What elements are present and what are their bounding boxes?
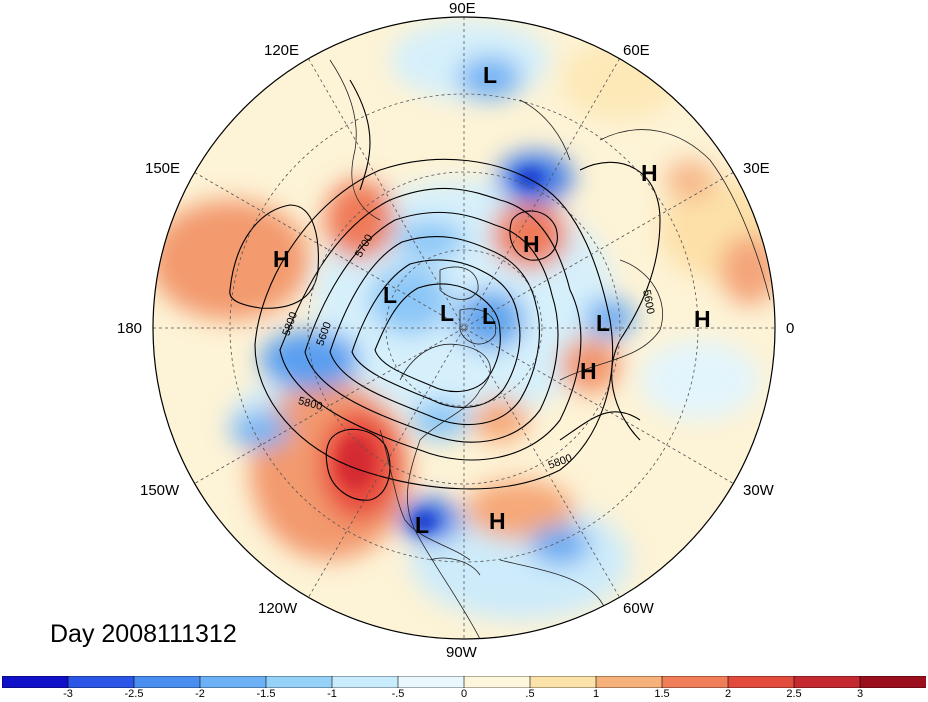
colorbar-swatch <box>529 676 597 688</box>
high-marker: H <box>273 246 290 272</box>
colorbar-swatch <box>397 676 465 688</box>
lon-label-90w: 90W <box>446 644 477 661</box>
colorbar-tick-label: 3 <box>856 688 864 700</box>
date-label: Day 2008111312 <box>50 620 237 648</box>
colorbar-swatch <box>133 676 201 688</box>
colorbar-tick-label: 1 <box>592 688 600 700</box>
colorbar-tick-label: -.5 <box>391 688 405 700</box>
colorbar-tick-label: -1.5 <box>256 688 276 700</box>
low-marker: L <box>483 62 498 88</box>
colorbar-tick-label: 0 <box>460 688 468 700</box>
low-marker: L <box>596 310 611 336</box>
polar-map <box>152 16 776 640</box>
colorbar-tick-label: 1.5 <box>654 688 670 700</box>
colorbar-tick-label: .5 <box>525 688 535 700</box>
graticule <box>153 17 775 639</box>
lon-label-150w: 150W <box>140 482 180 499</box>
colorbar-tick-label: 2 <box>724 688 732 700</box>
colorbar-tick-label: -2.5 <box>124 688 144 700</box>
lon-label-60w: 60W <box>623 600 654 617</box>
colorbar-swatch <box>661 676 729 688</box>
colorbar-swatch <box>727 676 795 688</box>
lon-label-180: 180 <box>117 320 143 337</box>
colorbar-swatch <box>595 676 663 688</box>
high-marker: H <box>641 160 658 186</box>
colorbar-tick-label: -3 <box>63 688 73 700</box>
lon-label-60e: 60E <box>623 42 650 59</box>
colorbar-swatch <box>793 676 861 688</box>
low-marker: L <box>415 512 430 538</box>
lon-label-120w: 120W <box>258 600 298 617</box>
low-marker: L <box>482 303 497 329</box>
high-marker: H <box>523 231 540 257</box>
high-marker: H <box>489 508 506 534</box>
colorbar-tick-label: -2 <box>195 688 205 700</box>
colorbar-tick-label: 2.5 <box>786 688 802 700</box>
lon-label-90e: 90E <box>449 0 476 17</box>
lon-label-30w: 30W <box>743 482 774 499</box>
colorbar-tick-label: -1 <box>327 688 337 700</box>
colorbar-swatch <box>2 676 69 688</box>
colorbar-swatch <box>859 676 926 688</box>
lon-label-120e: 120E <box>264 42 300 59</box>
colorbar-swatch <box>463 676 531 688</box>
high-marker: H <box>580 358 597 384</box>
lon-label-0: 0 <box>786 320 795 337</box>
colorbar-swatch <box>331 676 399 688</box>
height-contours <box>229 79 661 501</box>
colorbar <box>2 676 926 688</box>
low-marker: L <box>383 282 398 308</box>
colorbar-swatch <box>67 676 135 688</box>
colorbar-swatch <box>199 676 267 688</box>
low-marker: L <box>440 300 455 326</box>
colorbar-swatch <box>265 676 333 688</box>
high-marker: H <box>694 306 711 332</box>
lon-label-30e: 30E <box>743 160 770 177</box>
lon-label-150e: 150E <box>145 160 181 177</box>
